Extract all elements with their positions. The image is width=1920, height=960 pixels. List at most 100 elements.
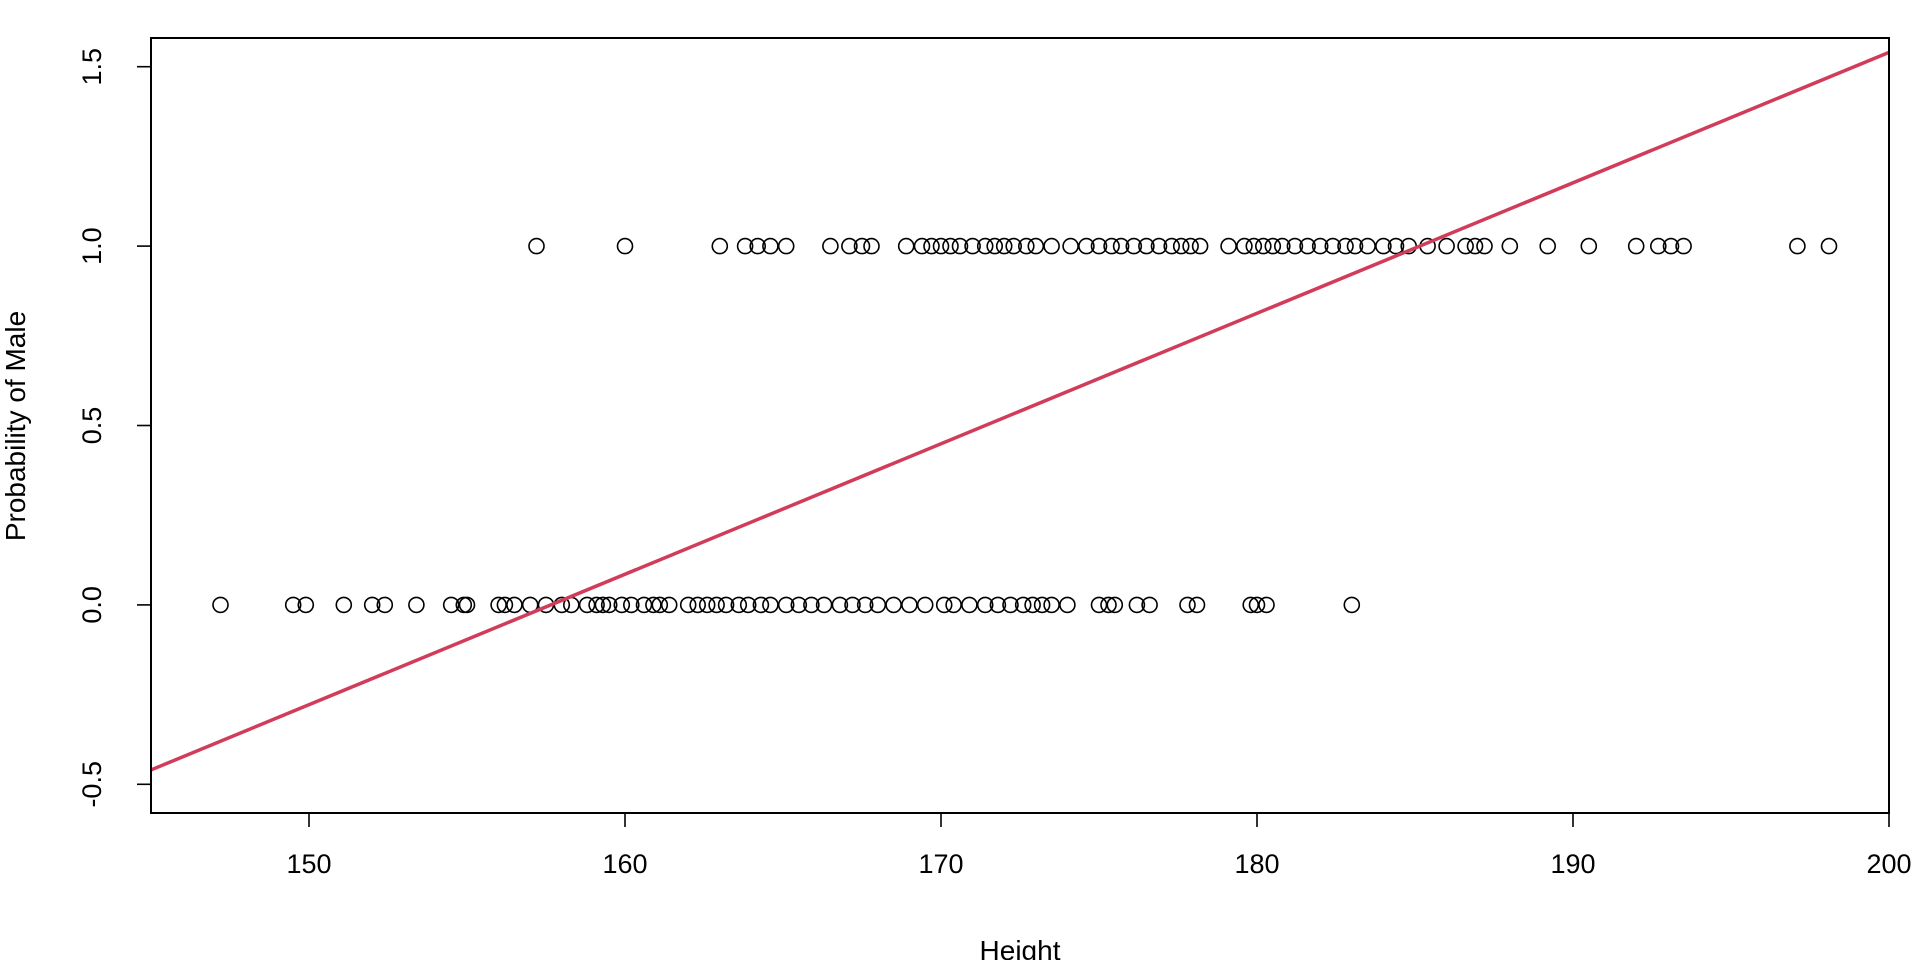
data-point [853, 237, 871, 255]
x-axis: 150 160 170 180 190 200 [286, 812, 1912, 879]
y-tick-label: 1.0 [77, 227, 107, 265]
data-point [496, 596, 514, 614]
data-point [1457, 237, 1474, 255]
y-tick-label: 0.5 [77, 407, 107, 445]
data-point [730, 596, 748, 614]
data-point [1539, 237, 1556, 255]
plot-frame [150, 37, 1890, 814]
data-point [1163, 237, 1180, 255]
data-point [698, 596, 716, 614]
data-point [897, 237, 915, 255]
data-point [803, 596, 820, 614]
data-point [1062, 237, 1079, 255]
data-point [841, 237, 858, 255]
data-point [594, 596, 612, 614]
fit-line [150, 50, 1890, 772]
data-point [1220, 237, 1237, 255]
data-point [1138, 237, 1155, 255]
data-point [1299, 237, 1316, 255]
y-axis-label: Probability of Male [0, 311, 31, 541]
data-point [335, 596, 353, 614]
data-point [815, 596, 833, 614]
data-point [622, 596, 640, 614]
data-point [1337, 237, 1354, 255]
data-point [1103, 237, 1120, 255]
data-point [1128, 596, 1146, 614]
data-point [1179, 596, 1196, 614]
data-point [1141, 596, 1158, 614]
data-point [739, 596, 757, 614]
data-point [1236, 237, 1253, 255]
data-point [1090, 237, 1108, 255]
data-point [885, 596, 902, 614]
data-point [913, 237, 931, 255]
x-tick-label: 160 [602, 849, 647, 879]
data-point [986, 237, 1004, 255]
data-point [976, 237, 994, 255]
data-point [777, 596, 795, 614]
data-point [711, 237, 729, 255]
data-point [1182, 237, 1199, 255]
data-point [831, 596, 849, 614]
data-point [1375, 237, 1392, 255]
data-point [961, 596, 978, 614]
data-point [790, 596, 808, 614]
data-point [1650, 237, 1667, 255]
data-point [212, 596, 229, 614]
data-point [1675, 237, 1692, 255]
data-point [1387, 237, 1405, 255]
data-point [1359, 237, 1376, 255]
data-point [822, 237, 839, 255]
data-point [916, 596, 934, 614]
data-point [1172, 237, 1190, 255]
data-point [856, 596, 874, 614]
data-point [762, 596, 779, 614]
data-point [1501, 237, 1519, 255]
fit-line-layer [150, 50, 1890, 772]
data-point [1466, 237, 1484, 255]
y-tick-label: -0.5 [77, 761, 107, 808]
data-point [749, 237, 767, 255]
data-point [951, 237, 969, 255]
data-point [660, 596, 678, 614]
data-point [1820, 237, 1838, 255]
data-point [689, 596, 707, 614]
y-tick-label: 1.5 [77, 48, 107, 86]
data-point [1258, 596, 1275, 614]
data-point [1476, 237, 1493, 255]
data-point [1274, 237, 1291, 255]
data-point [844, 596, 861, 614]
data-point [1248, 596, 1266, 614]
data-point [458, 596, 476, 614]
data-point [528, 237, 545, 255]
y-axis: -0.5 0.0 0.5 1.0 1.5 [77, 48, 152, 808]
data-point [752, 596, 770, 614]
data-point [1059, 596, 1076, 614]
data-point [1789, 237, 1806, 255]
data-point [1112, 237, 1130, 255]
data-point [1027, 237, 1045, 255]
data-point [1033, 596, 1051, 614]
x-axis-label: Height [980, 935, 1061, 960]
data-point [297, 596, 315, 614]
data-point [989, 596, 1007, 614]
data-point [777, 237, 795, 255]
data-point [1311, 237, 1329, 255]
data-point [1245, 237, 1263, 255]
data-point [923, 237, 940, 255]
x-tick-label: 200 [1866, 849, 1911, 879]
data-point [1125, 237, 1143, 255]
data-point [708, 596, 725, 614]
data-point [1043, 596, 1060, 614]
data-point [1106, 596, 1124, 614]
data-point [1662, 237, 1680, 255]
data-point [736, 237, 754, 255]
data-point [1580, 237, 1598, 255]
data-point [376, 596, 394, 614]
y-tick-label: 0.0 [77, 586, 107, 624]
data-point [1264, 237, 1282, 255]
data-point [932, 237, 950, 255]
data-point [1090, 596, 1108, 614]
x-tick-label: 180 [1234, 849, 1279, 879]
